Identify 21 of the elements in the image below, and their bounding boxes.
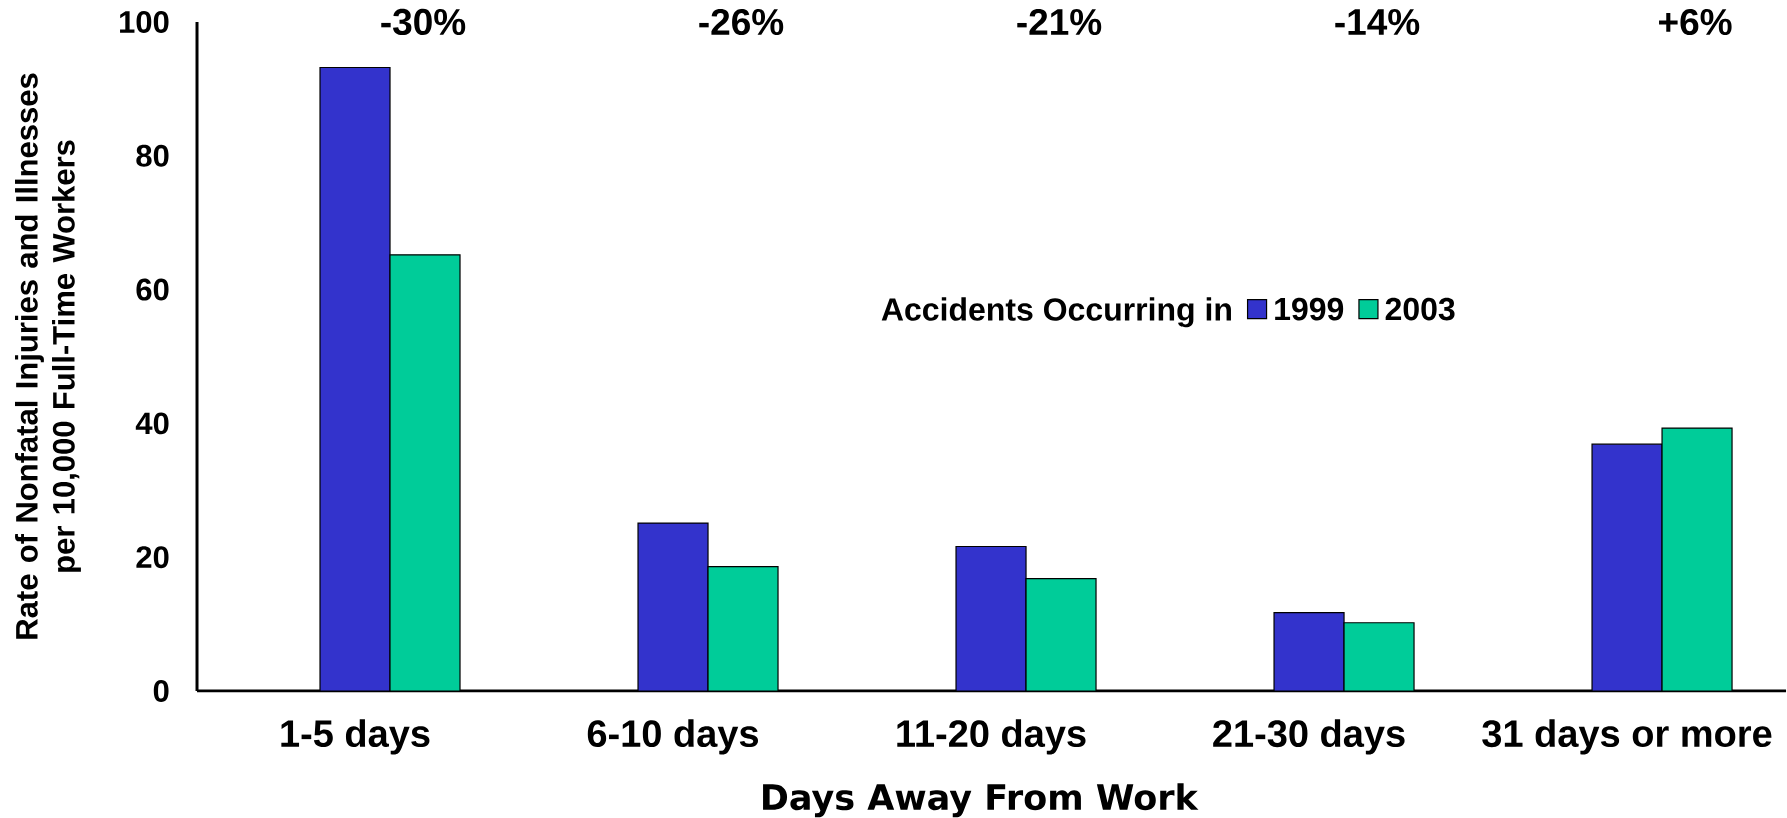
x-axis-title: Days Away From Work: [763, 783, 1199, 818]
y-tick-label: 40: [135, 412, 169, 435]
annotation: -30%: [381, 8, 466, 36]
annotation: -26%: [699, 8, 784, 36]
y-tick-label: 100: [120, 11, 169, 33]
legend-label: 1999: [1275, 297, 1344, 321]
y-axis-title: Rate of Nonfatal Injuries and Illnesses per 10,000 Full-Time Workers: [15, 73, 81, 639]
legend-title: Accidents Occurring in: [881, 297, 1231, 328]
annotation: -21%: [1017, 8, 1102, 36]
y-tick-label: 60: [136, 278, 169, 301]
x-tick-label: 21-30 days: [1213, 719, 1405, 755]
x-tick-label: 1-5 days: [281, 719, 430, 755]
y-tick-label: 20: [136, 546, 169, 569]
legend-label: 2003: [1385, 297, 1455, 321]
annotation: -14%: [1335, 8, 1420, 35]
y-tick-label: 0: [153, 680, 169, 702]
annotation: +6%: [1659, 8, 1732, 36]
x-tick-label: 11-20 days: [897, 719, 1086, 755]
y-tick-label: 80: [136, 144, 169, 167]
x-tick-label: 31 days or more: [1482, 719, 1772, 755]
x-tick-label: 6-10 days: [587, 719, 759, 755]
